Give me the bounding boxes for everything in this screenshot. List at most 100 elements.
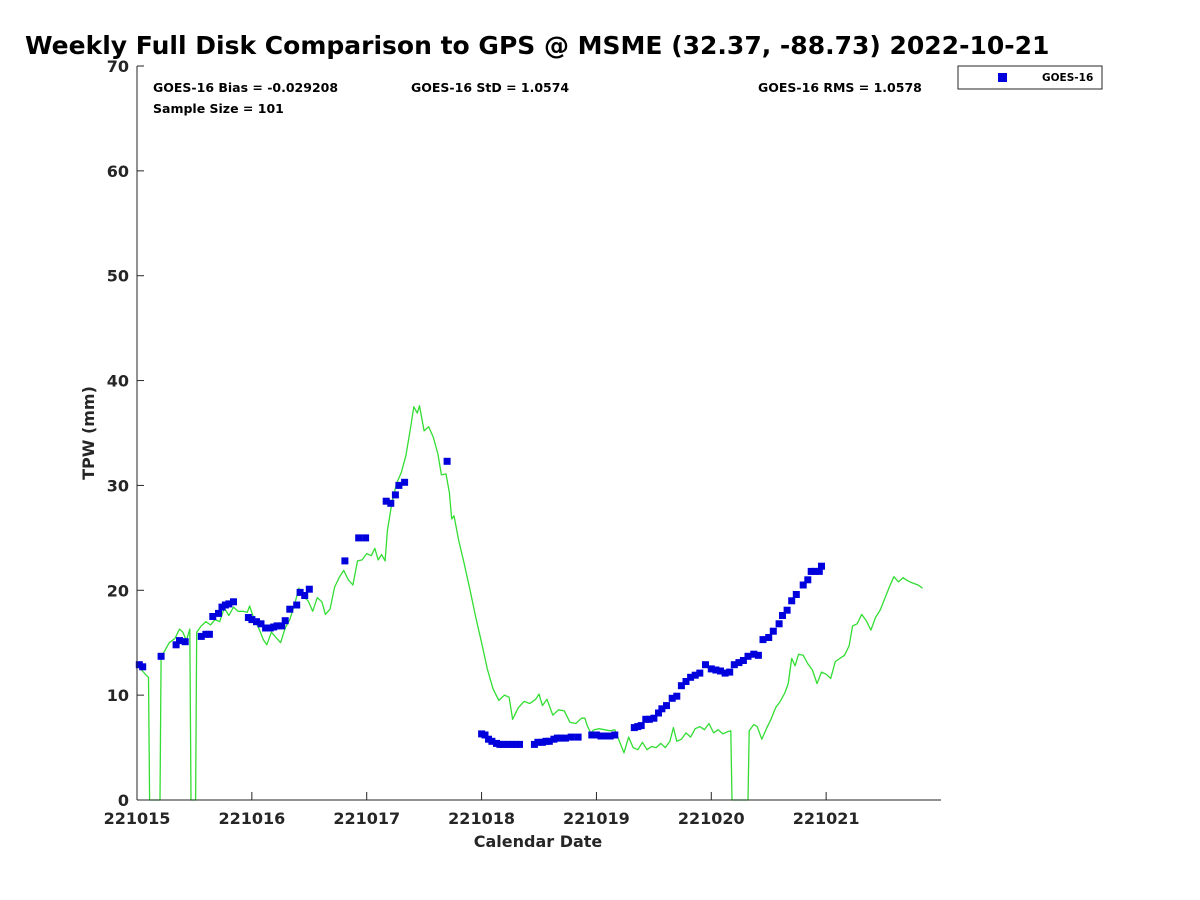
goes16-point [301,592,309,599]
goes16-point [815,567,823,575]
axes [136,65,941,801]
std-stat: GOES-16 StD = 1.0574 [411,80,569,95]
x-tick-label: 221017 [333,809,400,828]
goes16-point [181,638,189,646]
goes16-point [262,624,270,632]
goes16-point [663,702,670,710]
goes16-point [488,737,496,745]
legend: GOES-16 [957,65,1103,90]
goes16-point [712,666,720,674]
y-tick-label: 30 [107,476,129,495]
goes16-point [597,732,605,740]
x-tick-label: 221016 [218,809,285,828]
x-tick-label: 221019 [563,809,630,828]
goes16-point [561,734,569,742]
goes16-point [592,731,600,739]
goes16-point [230,598,237,606]
goes16-marker-series [135,457,825,748]
goes16-point [499,740,507,748]
goes16-point [655,709,662,717]
goes16-point [818,562,825,570]
goes16-point [691,671,699,679]
y-axis-label: TPW (mm) [79,386,98,480]
goes16-point [730,661,738,669]
y-tick-label: 50 [107,267,129,286]
goes16-point [804,576,812,584]
goes16-point [611,731,619,739]
goes16-point [296,588,304,596]
goes16-point [783,606,791,614]
goes16-point [677,682,685,690]
goes16-point [744,652,752,660]
goes16-point [139,663,147,671]
goes16-point [286,605,294,613]
goes16-point [273,622,281,630]
sample-size-stat: Sample Size = 101 [153,101,284,116]
x-tick-label: 221021 [793,809,860,828]
goes16-point [293,601,301,609]
legend-marker [998,73,1007,82]
goes16-point [707,665,715,673]
chart-title: Weekly Full Disk Comparison to GPS @ MSM… [25,31,1049,60]
goes16-point [702,661,709,669]
goes16-point [257,620,265,628]
goes16-point [253,618,260,626]
goes16-point [215,609,222,617]
goes16-point [574,733,582,741]
goes16-point [209,613,217,620]
goes16-point [355,534,363,542]
goes16-point [739,657,747,664]
goes16-point [673,692,681,700]
gps-line [136,405,923,801]
goes16-point [645,715,653,723]
goes16-point [668,694,676,702]
goes16-point [362,534,370,542]
x-axis-label: Calendar Date [474,832,603,851]
goes16-point [391,491,399,499]
goes16-point [507,740,515,748]
y-tick-label: 60 [107,162,129,181]
legend-label-goes16: GOES-16 [1042,72,1093,84]
goes16-point [811,567,819,575]
y-tick-label: 0 [118,791,129,810]
goes16-point [248,616,256,624]
goes16-point [650,714,658,722]
y-tick-label: 40 [107,372,129,391]
goes16-point [395,481,403,489]
goes16-point [516,740,523,748]
goes16-point [443,457,451,465]
goes16-point [759,636,767,644]
goes16-point [278,622,286,630]
x-tick-label: 221015 [104,809,171,828]
goes16-point [769,627,777,635]
goes16-point [281,617,289,625]
goes16-point [481,731,489,739]
goes16-point [754,651,762,659]
y-tick-label: 10 [107,686,129,705]
x-tick-label: 221020 [678,809,745,828]
goes16-point [799,581,807,589]
y-tick-label: 20 [107,581,129,600]
goes16-point [387,499,395,507]
goes16-point [545,737,553,745]
goes16-point [792,591,800,598]
legend-box [957,65,1103,90]
goes16-point [637,722,645,730]
rms-stat: GOES-16 RMS = 1.0578 [758,80,922,95]
goes16-point [588,731,596,739]
plot-area: 0 10 20 30 40 50 60 70 221015 221016 221017 221018 2… [104,57,941,828]
goes16-point [779,612,786,619]
goes16-point [658,705,666,713]
goes16-point [750,650,758,658]
goes16-point [687,673,695,681]
goes16-point [726,668,734,676]
goes16-point [205,630,213,638]
goes16-point [157,652,165,660]
tick-labels: 0 10 20 30 40 50 60 70 221015 221016 221017 221018 2… [104,57,860,828]
goes16-point [176,637,183,645]
goes16-point [305,585,313,593]
goes16-point [197,632,205,640]
goes16-point [401,478,409,486]
goes16-point [382,497,390,505]
gps-line-series [136,405,923,801]
